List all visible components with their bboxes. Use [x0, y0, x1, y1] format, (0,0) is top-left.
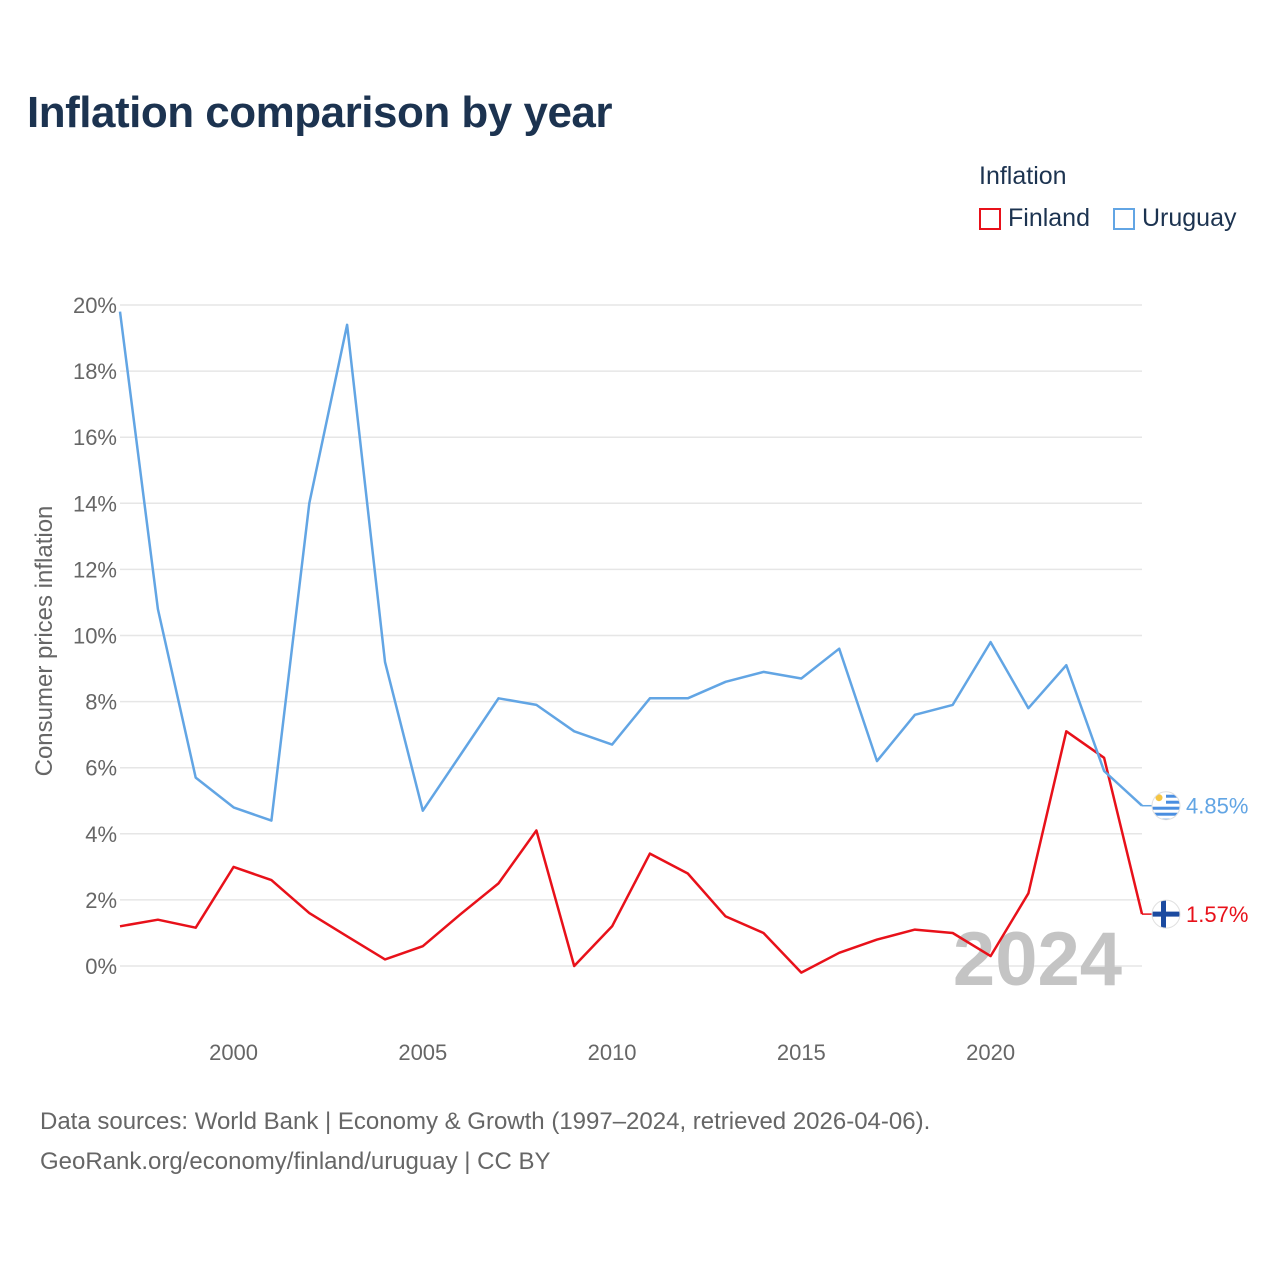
uruguay-flag-icon	[1151, 791, 1181, 821]
y-tick-label: 16%	[73, 425, 117, 450]
legend-swatch-uruguay	[1113, 207, 1135, 230]
legend-item-uruguay[interactable]: Uruguay	[1113, 204, 1237, 233]
y-tick-label: 0%	[85, 954, 117, 979]
end-label-uruguay: 4.85%	[1186, 794, 1248, 819]
x-tick-label: 2000	[209, 1040, 258, 1065]
y-tick-label: 18%	[73, 359, 117, 384]
y-axis-ticks: 0% 2% 4% 6% 8% 10% 12% 14% 16% 18% 20%	[73, 293, 117, 979]
legend-label-uruguay: Uruguay	[1142, 204, 1237, 232]
series-line-uruguay[interactable]	[118, 311, 1143, 822]
x-tick-label: 2010	[588, 1040, 637, 1065]
page-title: Inflation comparison by year	[27, 88, 613, 137]
y-tick-label: 20%	[73, 293, 117, 318]
series-line-finland[interactable]	[119, 730, 1144, 974]
source-note: Data sources: World Bank | Economy & Gro…	[40, 1108, 931, 1135]
y-tick-label: 12%	[73, 557, 117, 582]
year-watermark: 2024	[953, 917, 1122, 1002]
end-flags	[1151, 791, 1181, 929]
y-tick-label: 6%	[85, 756, 117, 781]
y-tick-label: 14%	[73, 491, 117, 516]
x-axis-ticks: 2000 2005 2010 2015 2020	[209, 1040, 1015, 1065]
series-lines: 1.57% 4.85%	[118, 311, 1248, 974]
y-tick-label: 4%	[85, 822, 117, 847]
line-chart: 2024 0%2%4%6%8%10%12%14%16%18%20% 2000 20…	[31, 293, 1248, 1065]
legend-item-finland[interactable]: Finland	[979, 204, 1090, 233]
gridlines	[120, 304, 1142, 967]
end-label-finland: 1.57%	[1186, 902, 1248, 927]
x-tick-label: 2015	[777, 1040, 826, 1065]
legend-title: Inflation	[979, 162, 1067, 190]
finland-flag-icon	[1151, 899, 1181, 929]
source-link[interactable]: GeoRank.org/economy/finland/uruguay | CC…	[40, 1148, 551, 1175]
legend-label-finland: Finland	[1008, 204, 1090, 232]
y-axis-label: Consumer prices inflation	[31, 506, 58, 777]
y-tick-label: 10%	[73, 624, 117, 649]
year-watermark-group: 2024	[953, 917, 1122, 1002]
legend-swatch-finland	[979, 207, 1001, 230]
y-tick-label: 8%	[85, 690, 117, 715]
y-tick-label: 2%	[85, 888, 117, 913]
x-tick-label: 2005	[398, 1040, 447, 1065]
x-tick-label: 2020	[966, 1040, 1015, 1065]
